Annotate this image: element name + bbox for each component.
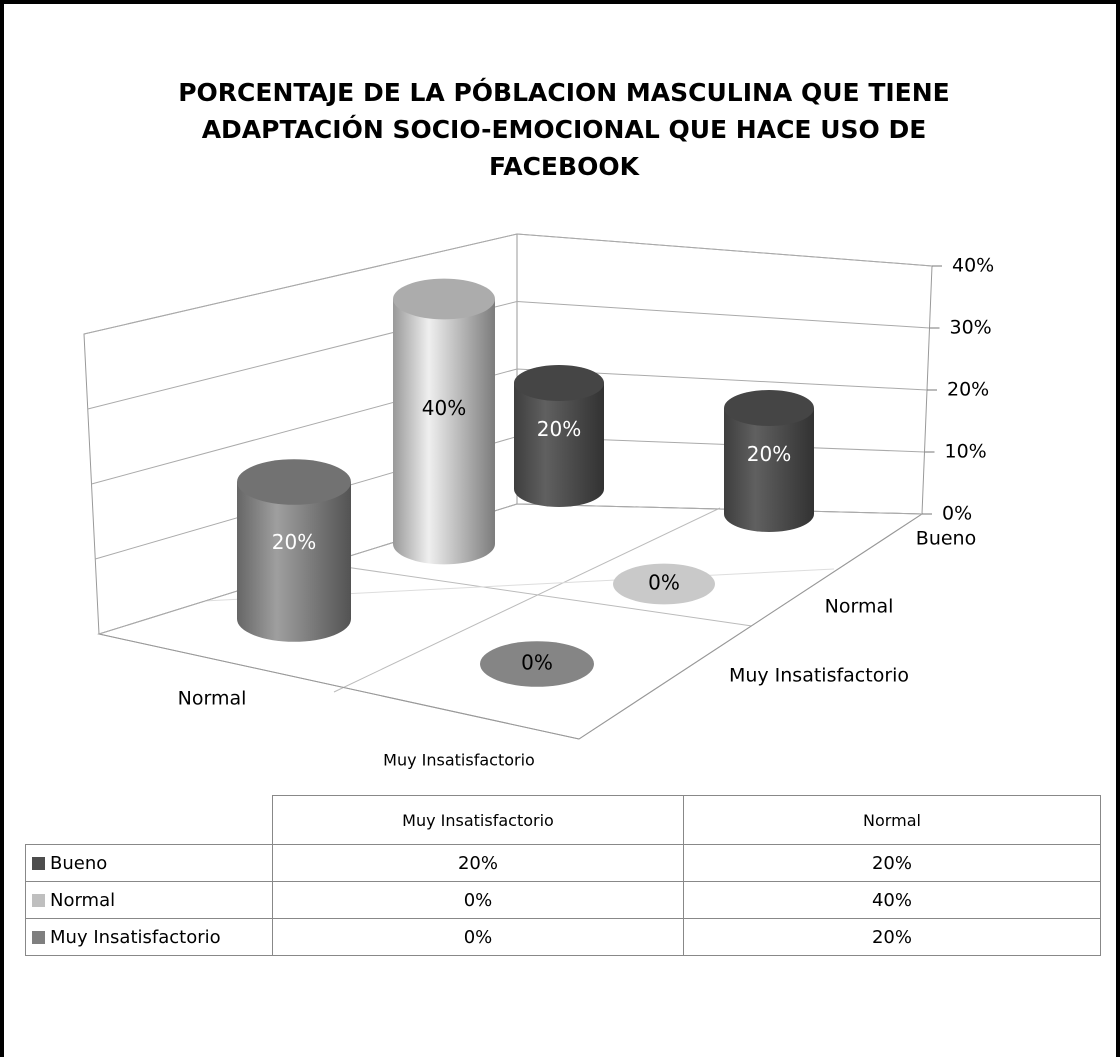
data-label: 40% bbox=[422, 396, 466, 420]
cylinder bbox=[393, 278, 495, 565]
table-cell: 20% bbox=[683, 844, 1101, 882]
legend-label: Bueno bbox=[50, 852, 108, 874]
legend-key bbox=[32, 856, 45, 870]
table-cell: 0% bbox=[272, 881, 684, 919]
table-row: Normal 0% 40% bbox=[25, 881, 1101, 919]
cylinder-top bbox=[613, 563, 715, 605]
table-body: Muy Insatisfactorio Normal Bueno 20% 20% No… bbox=[25, 795, 1101, 956]
cylinder-body bbox=[393, 299, 495, 565]
plot: Normal Muy Insatisfactorio Bueno Normal … bbox=[83, 233, 994, 770]
row-header: Muy Insatisfactorio bbox=[25, 918, 273, 956]
cylinder bbox=[237, 459, 351, 642]
column-header: Normal bbox=[683, 795, 1101, 845]
grid-line bbox=[83, 233, 933, 335]
cylinder-top bbox=[393, 278, 495, 320]
table-cell: 0% bbox=[272, 918, 684, 956]
cylinder bbox=[514, 365, 604, 507]
cylinder-top bbox=[514, 365, 604, 401]
cylinder-top bbox=[237, 459, 351, 505]
legend-label: Normal bbox=[50, 889, 116, 911]
data-table: Muy Insatisfactorio Normal Bueno 20% 20% No… bbox=[25, 795, 1101, 956]
data-label: 20% bbox=[537, 417, 581, 441]
cylinder-body bbox=[237, 482, 351, 642]
y-tick-label: 20% bbox=[947, 379, 989, 401]
table-cell: 20% bbox=[272, 844, 684, 882]
x-tick-label: Normal bbox=[178, 688, 247, 710]
x-axis-line bbox=[98, 633, 580, 740]
legend-key bbox=[32, 893, 45, 907]
depth-tick-label: Normal bbox=[825, 596, 894, 618]
chart-title: PORCENTAJE DE LA PÓBLACION MASCULINA QUE… bbox=[178, 78, 950, 181]
legend-key bbox=[32, 930, 45, 944]
table-row: Bueno 20% 20% bbox=[25, 844, 1101, 882]
depth-tick-label: Bueno bbox=[916, 528, 976, 550]
row-header: Bueno bbox=[25, 844, 273, 882]
cylinder bbox=[480, 641, 594, 687]
cylinder-top bbox=[724, 390, 814, 426]
y-tick-label: 30% bbox=[950, 317, 992, 339]
y-tick-label: 10% bbox=[945, 441, 987, 463]
table-cell: 40% bbox=[683, 881, 1101, 919]
table-row: Muy Insatisfactorio 0% 20% bbox=[25, 918, 1101, 956]
row-header: Normal bbox=[25, 881, 273, 919]
floor-divider bbox=[303, 560, 753, 627]
data-label: 0% bbox=[648, 571, 680, 595]
grid-line bbox=[87, 300, 930, 410]
table-header-row: Muy Insatisfactorio Normal bbox=[25, 795, 1101, 845]
x-tick-label: Muy Insatisfactorio bbox=[383, 751, 535, 770]
floor-divider bbox=[333, 507, 721, 693]
y-tick-label: 0% bbox=[942, 503, 972, 525]
column-header: Muy Insatisfactorio bbox=[272, 795, 684, 845]
y-tick-label: 40% bbox=[952, 255, 994, 277]
data-label: 20% bbox=[747, 442, 791, 466]
cylinder bbox=[724, 390, 814, 532]
cylinder-body bbox=[514, 383, 604, 507]
grid-line bbox=[91, 368, 928, 485]
corner-cell bbox=[25, 795, 273, 845]
cylinder-top bbox=[480, 641, 594, 687]
depth-tick-label: Muy Insatisfactorio bbox=[729, 665, 909, 687]
data-label: 20% bbox=[272, 530, 316, 554]
data-label: 0% bbox=[521, 651, 553, 675]
legend-label: Muy Insatisfactorio bbox=[50, 926, 221, 948]
cylinder bbox=[613, 563, 715, 605]
depth-axis-line bbox=[578, 513, 923, 740]
table-cell: 20% bbox=[683, 918, 1101, 956]
cylinder-body bbox=[724, 408, 814, 532]
